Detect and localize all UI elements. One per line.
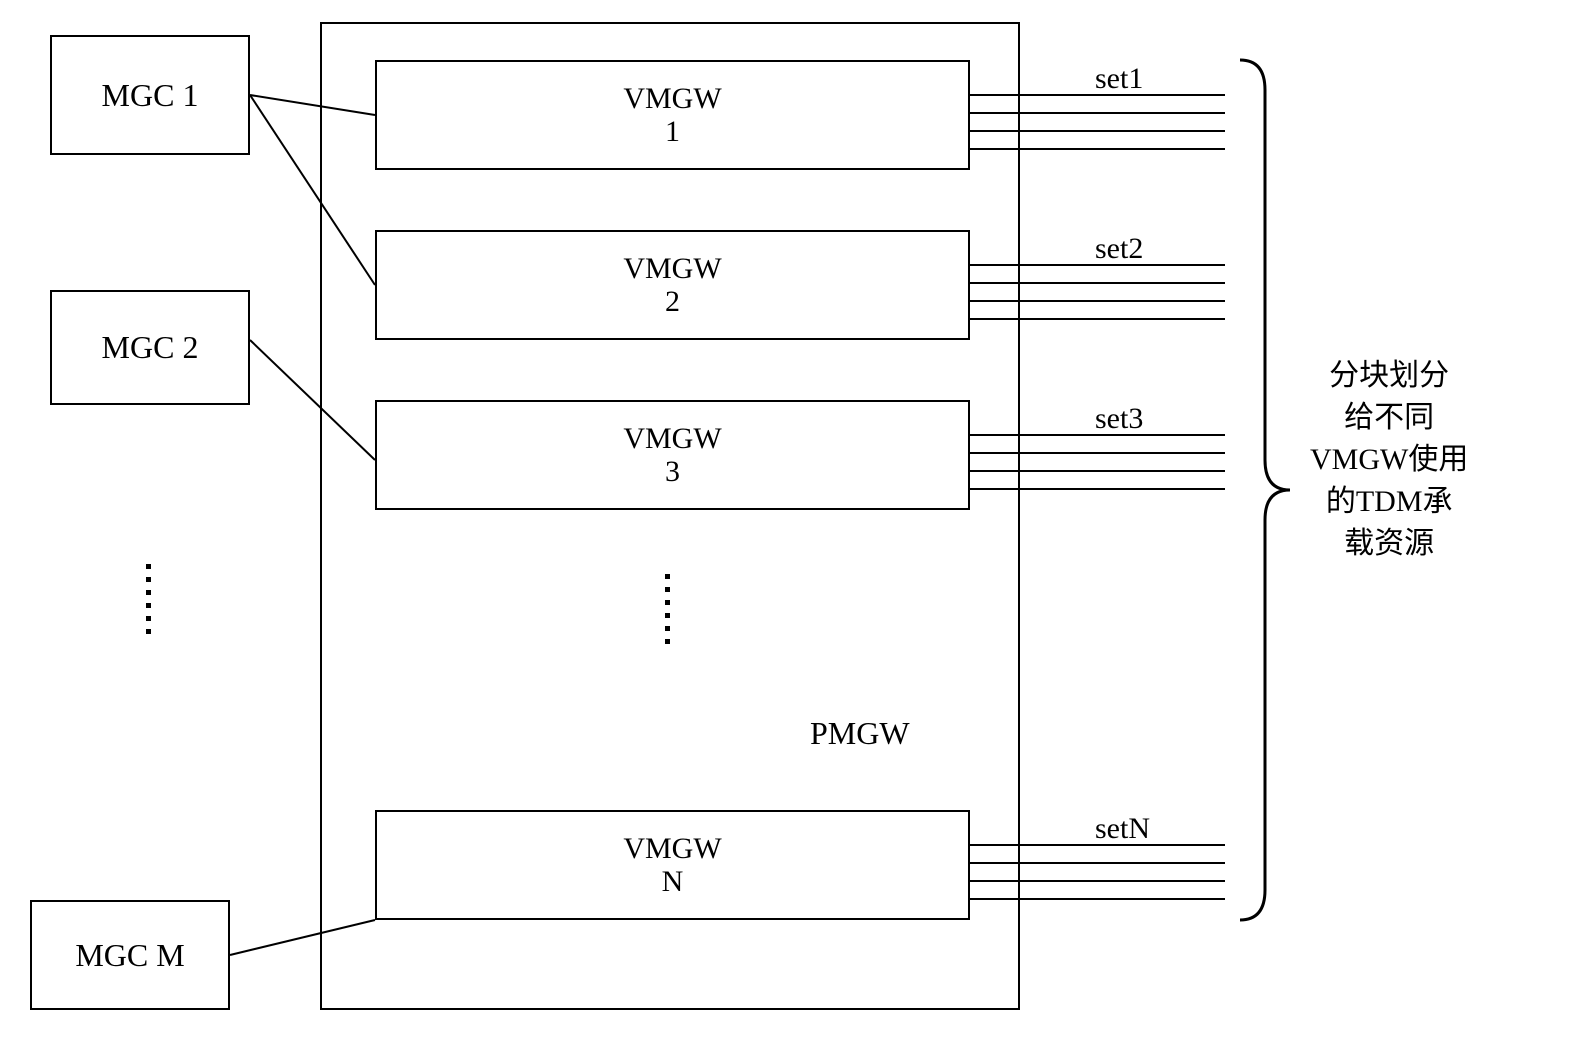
- mgc-node: MGC M: [30, 900, 230, 1010]
- brace-text-line: VMGW使用: [1310, 439, 1468, 481]
- tdm-line: [970, 318, 1225, 320]
- brace-text-line: 载资源: [1310, 523, 1468, 565]
- vmgw-label-bottom: 3: [665, 455, 680, 488]
- set-label: set2: [1095, 232, 1143, 266]
- set-label: setN: [1095, 812, 1150, 846]
- vmgw-label-top: VMGW: [623, 422, 721, 455]
- brace-text-line: 的TDM承: [1310, 481, 1468, 523]
- vmgw-label-top: VMGW: [623, 832, 721, 865]
- mgc-ellipsis: [146, 560, 151, 638]
- tdm-line: [970, 862, 1225, 864]
- tdm-line: [970, 112, 1225, 114]
- vmgw-node: VMGW1: [375, 60, 970, 170]
- mgc-label: MGC 2: [102, 329, 199, 366]
- mgc-label: MGC M: [75, 937, 184, 974]
- tdm-line: [970, 130, 1225, 132]
- tdm-line: [970, 898, 1225, 900]
- brace-description: 分块划分给不同VMGW使用的TDM承载资源: [1310, 355, 1468, 565]
- tdm-line: [970, 148, 1225, 150]
- vmgw-node: VMGW2: [375, 230, 970, 340]
- pmgw-label: PMGW: [810, 715, 910, 752]
- mgc-node: MGC 1: [50, 35, 250, 155]
- vmgw-node: VMGWN: [375, 810, 970, 920]
- brace-text-line: 分块划分: [1310, 355, 1468, 397]
- vmgw-node: VMGW3: [375, 400, 970, 510]
- vmgw-ellipsis: [665, 570, 670, 648]
- tdm-line: [970, 488, 1225, 490]
- vmgw-label-top: VMGW: [623, 82, 721, 115]
- tdm-line: [970, 880, 1225, 882]
- vmgw-label-top: VMGW: [623, 252, 721, 285]
- brace-text-line: 给不同: [1310, 397, 1468, 439]
- vmgw-label-bottom: N: [662, 865, 684, 898]
- tdm-line: [970, 452, 1225, 454]
- set-label: set3: [1095, 402, 1143, 436]
- tdm-line: [970, 300, 1225, 302]
- set-label: set1: [1095, 62, 1143, 96]
- vmgw-label-bottom: 2: [665, 285, 680, 318]
- tdm-line: [970, 282, 1225, 284]
- vmgw-label-bottom: 1: [665, 115, 680, 148]
- mgc-label: MGC 1: [102, 77, 199, 114]
- mgc-node: MGC 2: [50, 290, 250, 405]
- tdm-line: [970, 470, 1225, 472]
